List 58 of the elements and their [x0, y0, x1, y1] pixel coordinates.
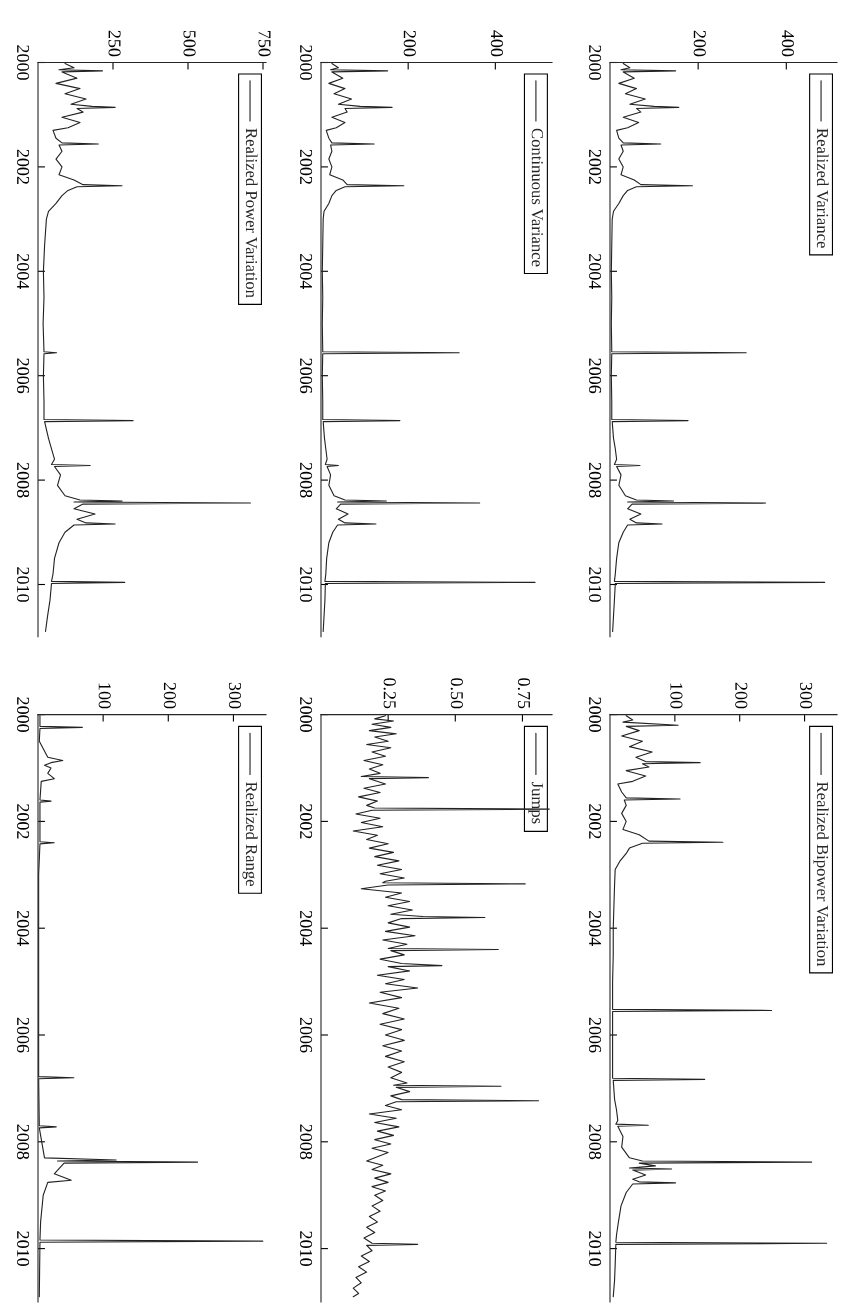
y-tick-label: 2010	[588, 567, 602, 602]
x-tick-label: 0.75	[517, 678, 531, 709]
y-tick-label: 2004	[588, 910, 602, 946]
y-tick-label: 2008	[299, 1124, 313, 1160]
x-tick-label: 300	[800, 682, 813, 709]
y-tick-label: 2000	[299, 697, 313, 732]
x-tick-label: 200	[735, 682, 748, 709]
text: Realized Variance	[816, 128, 829, 248]
x-tick-label: 0.25	[383, 678, 396, 709]
y-tick-label: 2006	[299, 358, 313, 394]
x-tick-label: 750	[258, 31, 271, 57]
y-tick-label: 2000	[16, 697, 30, 732]
y-tick-label: 2004	[299, 254, 313, 290]
y-tick-label: 2008	[588, 462, 602, 498]
y-tick-label: 2004	[16, 254, 30, 290]
x-tick-label: 200	[403, 30, 416, 57]
y-tick-label: 2002	[16, 149, 30, 184]
x-tick-label: 300	[228, 682, 242, 709]
y-tick-label: 2000	[299, 45, 313, 80]
y-tick-label: 2002	[588, 804, 602, 839]
x-tick-label: 200	[163, 682, 176, 709]
y-tick-label: 2006	[588, 358, 602, 394]
y-tick-label: 2000	[588, 697, 602, 732]
x-tick-label: 250	[108, 30, 121, 57]
text: Continuous Variance	[531, 128, 543, 267]
y-tick-label: 2004	[588, 254, 602, 290]
text: Realized Range	[242, 782, 258, 887]
y-tick-label: 2010	[16, 567, 30, 602]
x-tick-label: 400	[781, 30, 794, 57]
y-tick-label: 2010	[299, 567, 313, 602]
y-tick-label: 2002	[299, 149, 313, 184]
y-tick-label: 2008	[16, 462, 30, 498]
text: Realized Bipower Variation	[813, 782, 829, 967]
y-tick-label: 2006	[588, 1017, 602, 1053]
y-tick-label: 2008	[299, 462, 313, 498]
y-tick-label: 2006	[299, 1017, 313, 1053]
y-tick-label: 2010	[16, 1231, 30, 1266]
x-tick-label: 500	[183, 30, 196, 57]
y-tick-label: 2004	[16, 910, 30, 946]
y-tick-label: 2002	[588, 149, 602, 184]
y-tick-label: 2000	[16, 45, 30, 80]
y-tick-label: 2004	[299, 910, 313, 946]
y-tick-label: 2008	[588, 1124, 602, 1160]
y-tick-label: 2006	[16, 358, 30, 394]
text: Realized Power Variation	[245, 128, 258, 298]
y-tick-label: 2010	[588, 1231, 602, 1266]
x-tick-label: 100	[98, 683, 111, 709]
text: Jumps	[528, 781, 543, 824]
y-tick-label: 2000	[588, 45, 602, 80]
y-tick-label: 2002	[16, 804, 30, 839]
x-tick-label: 0.50	[450, 678, 463, 709]
x-tick-label: 100	[670, 683, 683, 709]
x-tick-label: 400	[490, 30, 503, 57]
y-tick-label: 2010	[299, 1231, 313, 1266]
x-tick-label: 200	[693, 30, 706, 57]
y-tick-label: 2006	[16, 1017, 30, 1053]
y-tick-label: 2008	[16, 1124, 30, 1160]
y-tick-label: 2002	[299, 804, 313, 839]
